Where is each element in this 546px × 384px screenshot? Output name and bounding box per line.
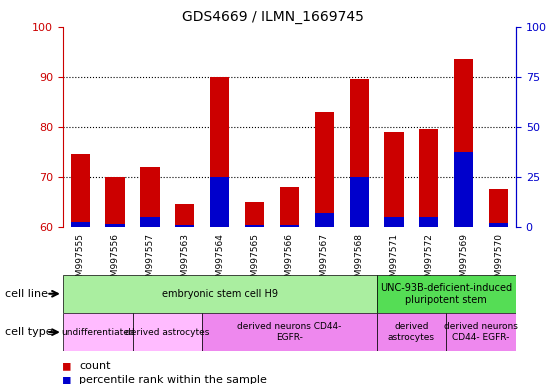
Bar <box>384 217 403 227</box>
Bar <box>245 202 264 227</box>
Bar <box>489 223 508 227</box>
Bar <box>175 225 194 227</box>
Text: derived astrocytes: derived astrocytes <box>125 328 210 337</box>
Bar <box>70 222 90 227</box>
Bar <box>419 129 438 227</box>
Bar <box>489 189 508 227</box>
Bar <box>454 152 473 227</box>
Bar <box>377 313 446 351</box>
Bar <box>105 177 124 227</box>
Text: ■: ■ <box>63 359 70 372</box>
Bar <box>63 313 133 351</box>
Bar <box>202 313 377 351</box>
Bar <box>349 79 369 227</box>
Bar <box>446 313 516 351</box>
Text: cell type: cell type <box>5 327 53 337</box>
Bar <box>140 167 159 227</box>
Bar <box>280 225 299 227</box>
Bar <box>140 217 159 227</box>
Bar <box>314 112 334 227</box>
Text: derived neurons
CD44- EGFR-: derived neurons CD44- EGFR- <box>444 323 518 342</box>
Bar <box>314 213 334 227</box>
Bar <box>454 59 473 227</box>
Bar <box>175 204 194 227</box>
Text: undifferentiated: undifferentiated <box>61 328 134 337</box>
Text: derived neurons CD44-
EGFR-: derived neurons CD44- EGFR- <box>237 323 342 342</box>
Bar <box>70 154 90 227</box>
Text: embryonic stem cell H9: embryonic stem cell H9 <box>162 289 278 299</box>
Text: ■: ■ <box>63 374 70 384</box>
Text: count: count <box>79 361 111 371</box>
Bar <box>349 177 369 227</box>
Text: percentile rank within the sample: percentile rank within the sample <box>79 375 267 384</box>
Text: GDS4669 / ILMN_1669745: GDS4669 / ILMN_1669745 <box>182 10 364 23</box>
Bar <box>63 275 377 313</box>
Bar <box>377 275 516 313</box>
Bar <box>105 223 124 227</box>
Text: derived
astrocytes: derived astrocytes <box>388 323 435 342</box>
Text: cell line: cell line <box>5 289 49 299</box>
Text: UNC-93B-deficient-induced
pluripotent stem: UNC-93B-deficient-induced pluripotent st… <box>380 283 512 305</box>
Bar <box>210 177 229 227</box>
Bar <box>419 217 438 227</box>
Bar <box>133 313 202 351</box>
Bar <box>384 132 403 227</box>
Bar <box>245 225 264 227</box>
Bar <box>210 77 229 227</box>
Bar <box>280 187 299 227</box>
